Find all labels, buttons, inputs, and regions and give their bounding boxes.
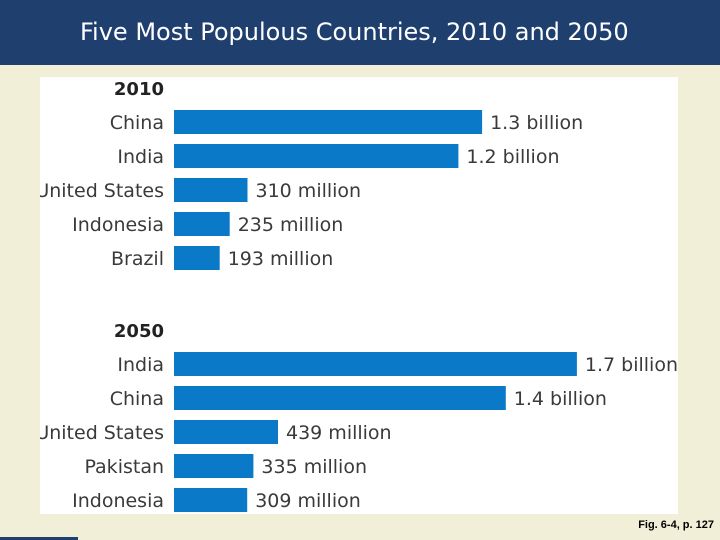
data-label: 193 million — [228, 248, 334, 270]
data-label: 309 million — [255, 490, 361, 512]
data-label: 1.2 billion — [466, 146, 559, 168]
title-bar: Five Most Populous Countries, 2010 and 2… — [0, 0, 720, 65]
chart-title: 2010 — [114, 79, 164, 100]
data-label: 310 million — [256, 180, 362, 202]
category-label: China — [110, 112, 164, 134]
chart-group-2050: 2050 India 1.7 billion China 1.4 billion Unit… — [40, 321, 678, 512]
category-label: India — [117, 354, 164, 376]
bar-india — [174, 352, 577, 376]
data-label: 235 million — [238, 214, 344, 236]
category-label: United States — [40, 180, 164, 202]
category-label: Pakistan — [84, 456, 164, 478]
bar-china — [174, 386, 506, 410]
bar-indonesia — [174, 488, 248, 512]
chart-group-2010: 2010 China 1.3 billion India 1.2 billion Unit… — [40, 79, 583, 270]
bar-pakistan — [174, 454, 254, 478]
bar-china — [174, 110, 483, 134]
category-label: Indonesia — [72, 490, 164, 512]
category-label: Indonesia — [72, 214, 164, 236]
population-chart: 2010 China 1.3 billion India 1.2 billion Unit… — [40, 79, 678, 512]
bar-brazil — [174, 246, 220, 270]
figure-caption: Fig. 6-4, p. 127 — [638, 519, 714, 531]
chart-panel: 2010 China 1.3 billion India 1.2 billion Unit… — [40, 77, 678, 514]
bar-indonesia — [174, 212, 230, 236]
page-title: Five Most Populous Countries, 2010 and 2… — [80, 18, 629, 46]
data-label: 1.3 billion — [490, 112, 583, 134]
bar-united-states — [174, 178, 248, 202]
data-label: 1.4 billion — [514, 388, 607, 410]
bar-india — [174, 144, 459, 168]
category-label: India — [117, 146, 164, 168]
category-label: United States — [40, 422, 164, 444]
data-label: 335 million — [261, 456, 367, 478]
category-label: China — [110, 388, 164, 410]
chart-title: 2050 — [114, 321, 164, 342]
category-label: Brazil — [111, 248, 164, 270]
bar-united-states — [174, 420, 278, 444]
data-label: 1.7 billion — [585, 354, 678, 376]
bottom-accent-line — [0, 537, 78, 540]
data-label: 439 million — [286, 422, 392, 444]
